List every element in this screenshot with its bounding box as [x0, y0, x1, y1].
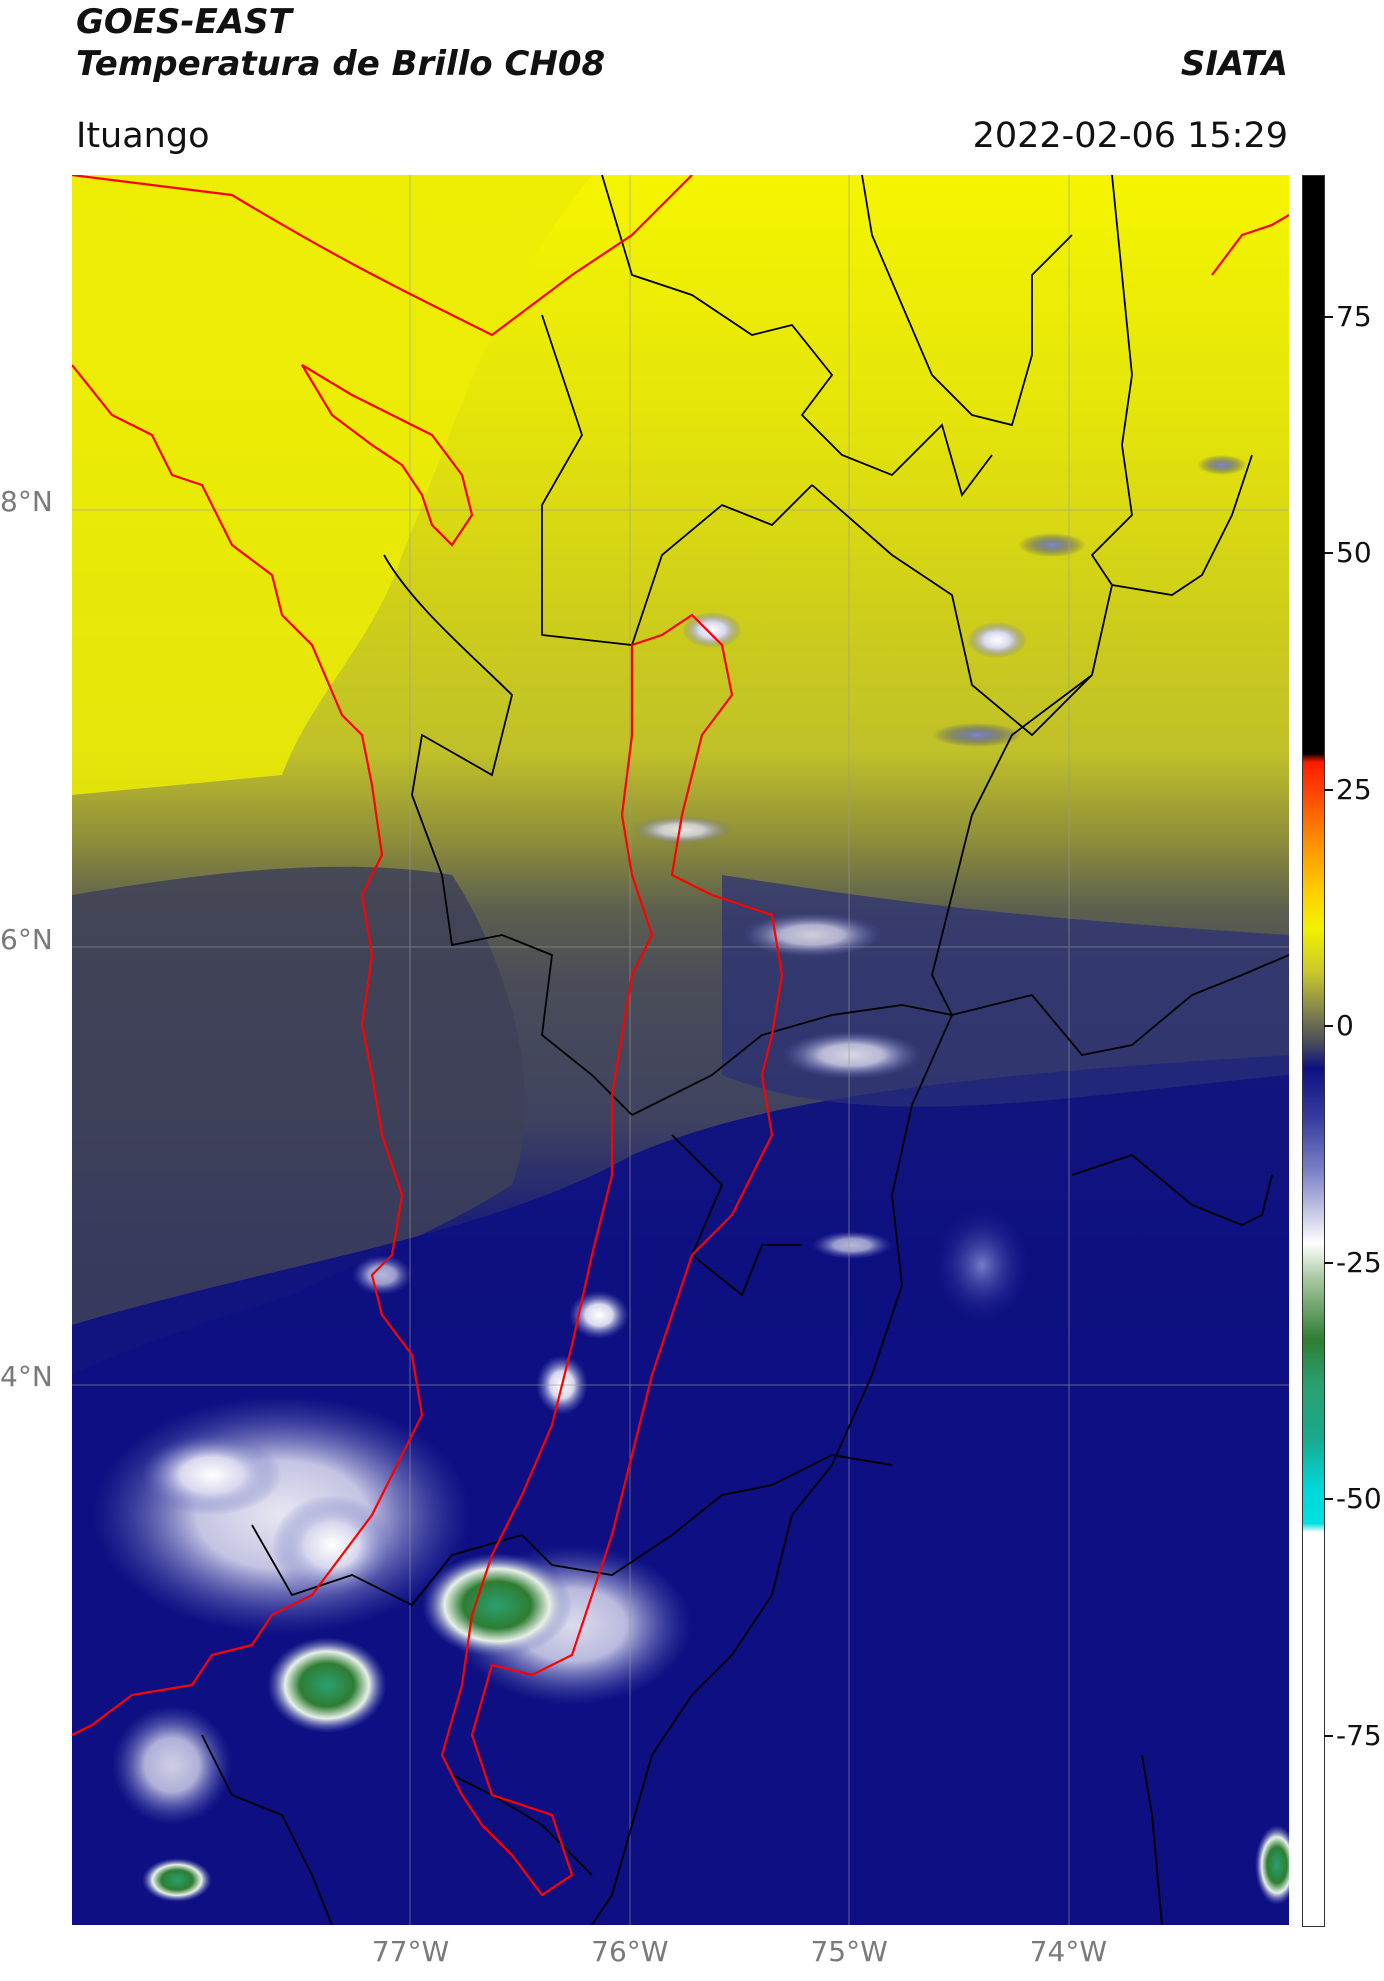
cloud-patch: [932, 723, 1022, 747]
org-label: SIATA: [1180, 44, 1288, 84]
cloud-patch: [812, 1231, 892, 1259]
cloud-patch: [967, 622, 1027, 658]
cloud-patch: [682, 612, 742, 648]
colorbar-tickmark: [1324, 1498, 1333, 1501]
colorbar-tick-label: 75: [1336, 299, 1372, 333]
cold-core: [142, 1858, 212, 1902]
lat-tick-label: 6°N: [0, 922, 53, 956]
cloud-patch: [112, 1705, 232, 1825]
colorbar-tickmark: [1324, 315, 1333, 318]
cloud-patch: [1197, 455, 1247, 475]
lat-tick-label: 4°N: [0, 1360, 53, 1394]
lon-tick-label: 74°W: [1029, 1935, 1108, 1968]
region-outlines: [72, 175, 1289, 1897]
cloud-patch: [782, 1031, 922, 1079]
colorbar-tickmark: [1324, 1261, 1333, 1264]
colorbar-tickmark: [1324, 1025, 1333, 1028]
colorbar: [1302, 175, 1325, 1927]
colorbar-tick-label: 0: [1336, 1009, 1354, 1043]
gridlines: [72, 175, 1289, 1925]
cold-core: [267, 1637, 387, 1733]
location-label: Ituango: [76, 116, 210, 156]
satellite-map[interactable]: [72, 175, 1289, 1925]
cloud-patch: [1018, 533, 1086, 557]
cloud-patch: [352, 1255, 412, 1295]
slate-region-southwest: [72, 866, 526, 1375]
warm-region-west: [72, 175, 592, 795]
lon-tick-label: 77°W: [371, 1935, 450, 1968]
cloud-patch: [569, 1291, 629, 1339]
cloud-patch: [142, 1435, 282, 1515]
colorbar-tickmark: [1324, 1734, 1333, 1737]
cloud-patch: [632, 816, 732, 844]
colorbar-tick-label: 50: [1336, 536, 1372, 570]
department-boundaries: [201, 175, 1289, 1925]
title-line1: GOES-EAST: [76, 2, 292, 42]
timestamp-label: 2022-02-06 15:29: [972, 116, 1288, 156]
colorbar-tick-label: 25: [1336, 772, 1372, 806]
colorbar-tick-label: -50: [1336, 1482, 1382, 1516]
lon-tick-label: 76°W: [591, 1935, 669, 1968]
title-line2: Temperatura de Brillo CH08: [76, 44, 606, 84]
cold-core: [1255, 1825, 1289, 1905]
cold-core: [422, 1553, 572, 1657]
cloud-patch: [742, 913, 882, 957]
cloud-patch: [272, 1495, 392, 1595]
lon-tick-label: 75°W: [810, 1935, 888, 1968]
colorbar-tickmark: [1324, 552, 1333, 555]
colorbar-tick-label: -75: [1336, 1718, 1382, 1752]
cloud-patch: [932, 1205, 1032, 1325]
colorbar-tick-label: -25: [1336, 1245, 1382, 1279]
lat-tick-label: 8°N: [0, 485, 53, 519]
colorbar-tickmark: [1324, 788, 1333, 791]
